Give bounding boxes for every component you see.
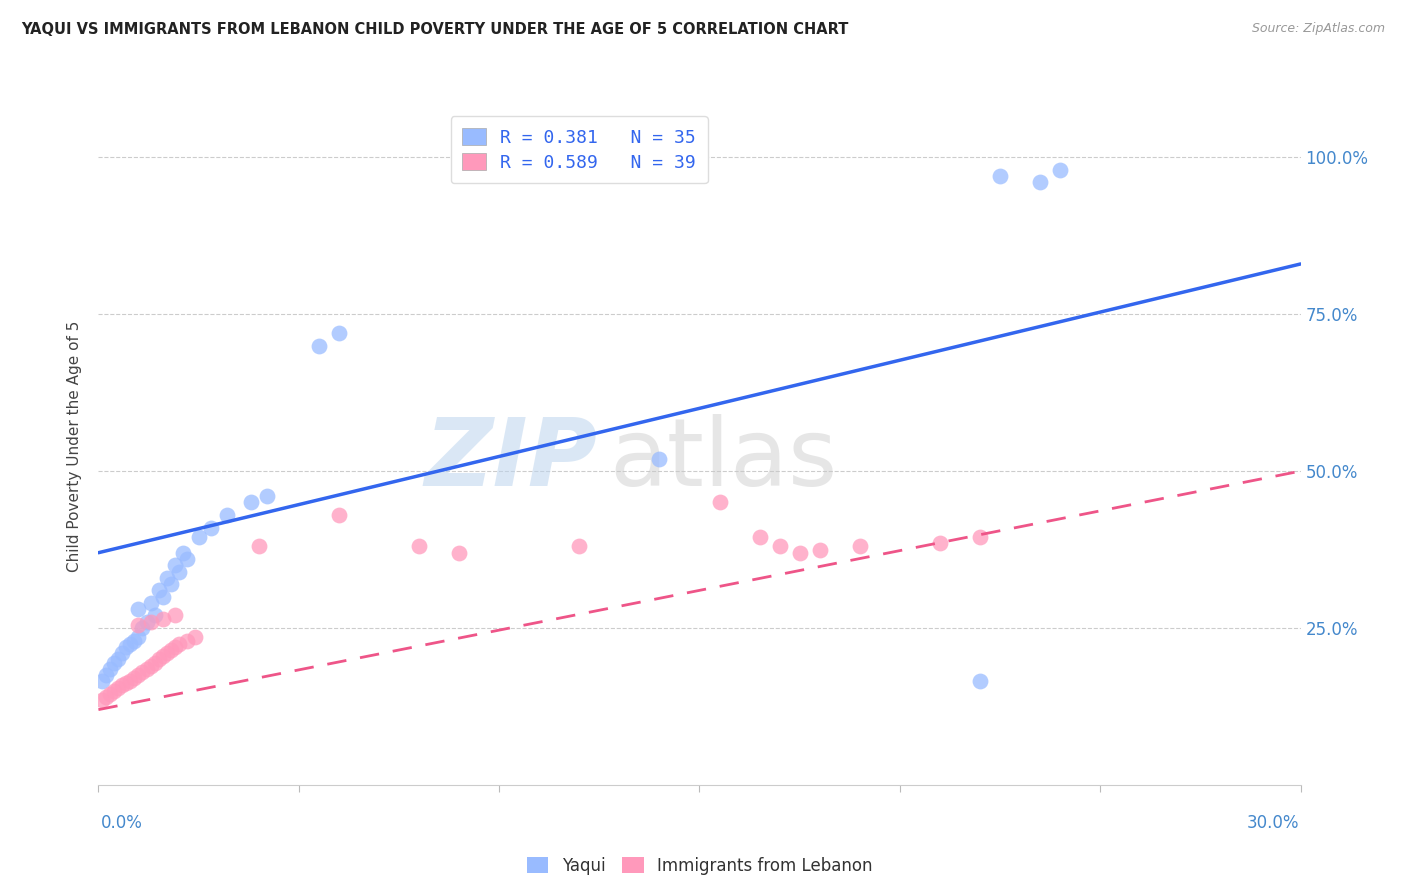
Point: [107, 681, 129, 695]
Point: [447, 546, 470, 560]
Point: [135, 615, 157, 629]
Point: [167, 565, 190, 579]
Text: Source: ZipAtlas.com: Source: ZipAtlas.com: [1251, 22, 1385, 36]
Point: [748, 530, 770, 544]
Point: [215, 508, 238, 522]
Text: 0.0%: 0.0%: [101, 814, 143, 831]
Point: [159, 577, 181, 591]
Point: [172, 546, 194, 560]
Point: [155, 571, 177, 585]
Point: [929, 536, 952, 550]
Point: [148, 652, 170, 666]
Point: [408, 540, 430, 554]
Point: [135, 662, 157, 676]
Point: [239, 495, 262, 509]
Point: [709, 495, 731, 509]
Point: [789, 546, 811, 560]
Point: [128, 602, 150, 616]
Point: [115, 676, 138, 690]
Point: [152, 612, 174, 626]
Point: [969, 530, 991, 544]
Point: [988, 169, 1011, 183]
Text: 30.0%: 30.0%: [1247, 814, 1299, 831]
Point: [91, 674, 114, 689]
Point: [111, 646, 134, 660]
Point: [139, 658, 162, 673]
Point: [648, 451, 671, 466]
Point: [131, 621, 153, 635]
Point: [159, 643, 181, 657]
Point: [148, 583, 170, 598]
Point: [163, 558, 186, 573]
Point: [143, 608, 166, 623]
Text: atlas: atlas: [609, 414, 838, 506]
Point: [128, 631, 150, 645]
Point: [120, 637, 142, 651]
Point: [328, 326, 350, 340]
Point: [124, 633, 146, 648]
Point: [91, 693, 114, 707]
Point: [152, 590, 174, 604]
Legend: Yaqui, Immigrants from Lebanon: Yaqui, Immigrants from Lebanon: [520, 850, 879, 881]
Point: [152, 649, 174, 664]
Point: [163, 608, 186, 623]
Point: [176, 633, 198, 648]
Point: [115, 640, 138, 654]
Point: [163, 640, 186, 654]
Point: [103, 656, 125, 670]
Point: [308, 338, 330, 352]
Text: ZIP: ZIP: [425, 414, 598, 506]
Point: [96, 668, 118, 682]
Point: [139, 596, 162, 610]
Point: [1029, 175, 1052, 189]
Point: [167, 637, 190, 651]
Point: [124, 671, 146, 685]
Point: [103, 683, 125, 698]
Point: [128, 668, 150, 682]
Point: [100, 687, 122, 701]
Point: [139, 615, 162, 629]
Point: [200, 520, 222, 534]
Point: [808, 542, 831, 557]
Point: [568, 540, 591, 554]
Point: [155, 646, 177, 660]
Point: [849, 540, 872, 554]
Point: [1049, 162, 1071, 177]
Point: [100, 662, 122, 676]
Point: [247, 540, 270, 554]
Point: [969, 674, 991, 689]
Point: [769, 540, 792, 554]
Point: [183, 631, 205, 645]
Point: [176, 552, 198, 566]
Point: [256, 489, 278, 503]
Point: [143, 656, 166, 670]
Point: [111, 677, 134, 691]
Point: [107, 652, 129, 666]
Y-axis label: Child Poverty Under the Age of 5: Child Poverty Under the Age of 5: [67, 320, 83, 572]
Point: [328, 508, 350, 522]
Point: [187, 530, 209, 544]
Point: [128, 618, 150, 632]
Point: [96, 690, 118, 704]
Point: [131, 665, 153, 679]
Point: [120, 674, 142, 689]
Text: YAQUI VS IMMIGRANTS FROM LEBANON CHILD POVERTY UNDER THE AGE OF 5 CORRELATION CH: YAQUI VS IMMIGRANTS FROM LEBANON CHILD P…: [21, 22, 848, 37]
